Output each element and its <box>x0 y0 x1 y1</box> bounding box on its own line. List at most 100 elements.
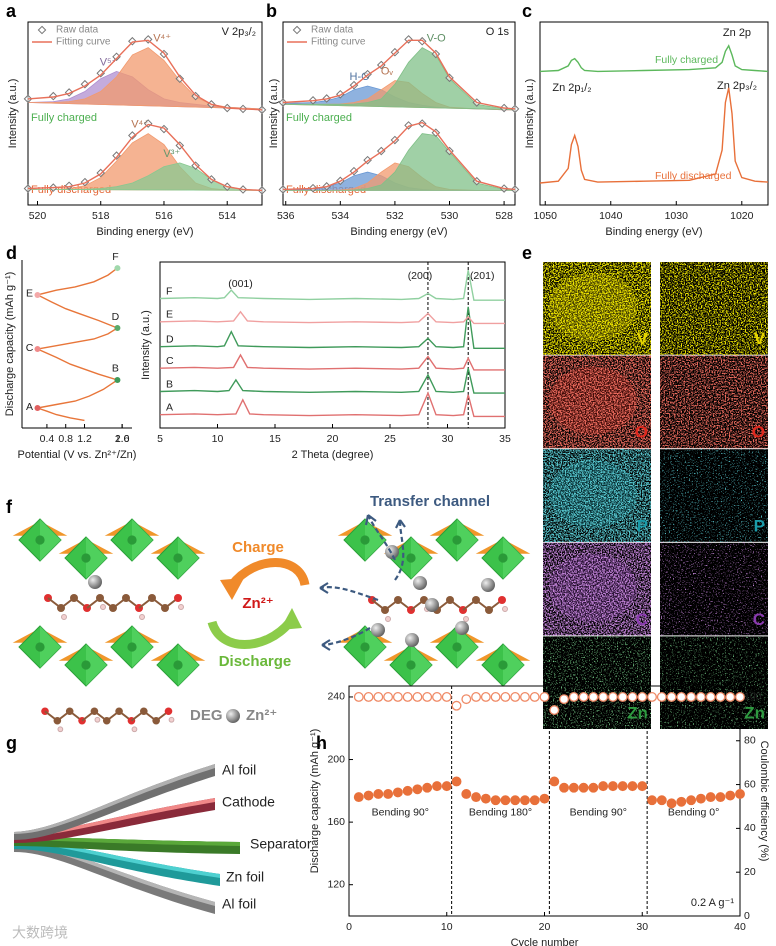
component-label: V³⁺ <box>163 148 180 160</box>
data-point <box>735 692 745 702</box>
data-point <box>607 781 618 792</box>
data-point <box>656 692 667 702</box>
component-area <box>282 47 516 111</box>
map-signal <box>660 262 768 355</box>
raw-point <box>510 104 520 114</box>
data-point <box>559 782 570 793</box>
x-tick-label: 518 <box>92 210 110 222</box>
panel-letter: a <box>6 1 17 21</box>
discharge-arrowhead <box>280 608 302 630</box>
data-point <box>627 781 638 792</box>
zn-ion <box>226 709 240 723</box>
data-point <box>402 785 413 796</box>
zn-ion <box>405 633 419 647</box>
raw-point <box>417 119 427 128</box>
hydrogen <box>61 614 67 620</box>
y-axis-title: Intensity (a.u.) <box>7 79 19 149</box>
legend-symbol <box>292 25 302 35</box>
panel-letter: b <box>266 1 277 21</box>
data-point <box>705 692 716 702</box>
layer-label: Al foil <box>222 762 256 778</box>
x-tick-label: 0 <box>346 921 352 933</box>
octahedron-face <box>457 519 478 561</box>
zn-ion <box>425 598 439 612</box>
charge-label: Charge <box>232 539 284 556</box>
data-point <box>607 692 618 702</box>
x-axis-title: Cycle number <box>511 937 579 946</box>
vanadium-atom <box>406 660 416 670</box>
x-tick-label: 10 <box>441 921 453 933</box>
data-point <box>480 793 491 804</box>
data-point <box>666 798 677 809</box>
data-line <box>539 44 769 73</box>
data-point <box>461 694 472 705</box>
data-point <box>441 781 452 792</box>
map-signal <box>543 449 651 542</box>
data-point <box>392 787 403 798</box>
x-axis-title: Binding energy (eV) <box>605 226 702 238</box>
data-point <box>666 692 677 702</box>
transfer-arrow <box>319 586 379 602</box>
annotation: Zn 2p₁/₂ <box>552 82 591 94</box>
segment-label: Bending 180° <box>469 807 532 819</box>
series-label: A <box>166 402 173 414</box>
raw-point <box>48 91 58 101</box>
x-tick-label: 536 <box>277 210 295 222</box>
octahedron-face <box>86 644 107 686</box>
segment-label: Bending 90° <box>372 807 429 819</box>
layer-sheet <box>14 843 215 914</box>
raw-point <box>404 121 413 130</box>
octahedron-face <box>411 537 432 579</box>
hydrogen <box>385 616 391 622</box>
data-point <box>383 692 394 702</box>
zn-ion <box>385 545 399 559</box>
data-point <box>441 692 452 702</box>
data-point <box>559 694 570 705</box>
data-point <box>422 782 433 793</box>
annotation: 0.2 A g⁻¹ <box>691 897 734 909</box>
segment-label: Bending 90° <box>570 807 627 819</box>
raw-point <box>64 88 74 97</box>
data-point <box>686 795 697 806</box>
fitting-curve <box>27 123 263 192</box>
data-line <box>159 391 505 418</box>
y-tick-label: 200 <box>327 753 345 765</box>
data-point <box>432 781 442 792</box>
data-point <box>480 692 491 702</box>
transfer-arrowhead <box>364 514 377 526</box>
chart-title: Zn 2p <box>723 27 751 39</box>
map-element-label: O <box>752 423 765 442</box>
x-axis-title: Potential (V vs. Zn²⁺/Zn) <box>18 449 137 461</box>
data-point <box>549 705 560 716</box>
state-point <box>34 405 41 412</box>
data-line <box>159 368 505 394</box>
data-point <box>510 795 521 806</box>
series-label: C <box>166 355 174 367</box>
y-tick-label: 160 <box>327 816 345 828</box>
vanadium-atom <box>81 660 91 670</box>
data-point <box>695 793 706 804</box>
raw-point <box>175 74 185 84</box>
data-point <box>363 692 374 702</box>
atom <box>164 707 173 716</box>
data-point <box>647 692 657 702</box>
x-tick-label: 534 <box>332 210 350 222</box>
vanadium-atom <box>35 642 45 652</box>
hydrogen <box>57 726 64 733</box>
transfer-arrow <box>321 627 371 647</box>
y-tick-label: 240 <box>327 691 345 703</box>
layer-label: Separator <box>250 836 312 852</box>
transfer-arrowhead <box>395 519 406 529</box>
data-point <box>637 781 648 792</box>
raw-point <box>191 161 200 170</box>
transfer-arrow <box>394 519 405 581</box>
x-tick-label: 1.6 <box>115 433 130 445</box>
annotation: Fully charged <box>31 112 97 124</box>
data-line <box>34 267 120 422</box>
data-point <box>353 792 364 803</box>
series-label: E <box>166 309 173 321</box>
data-point <box>598 692 609 702</box>
battery-stack <box>14 764 240 914</box>
data-point <box>676 796 687 807</box>
x-axis-title: 2 Theta (degree) <box>292 449 374 461</box>
